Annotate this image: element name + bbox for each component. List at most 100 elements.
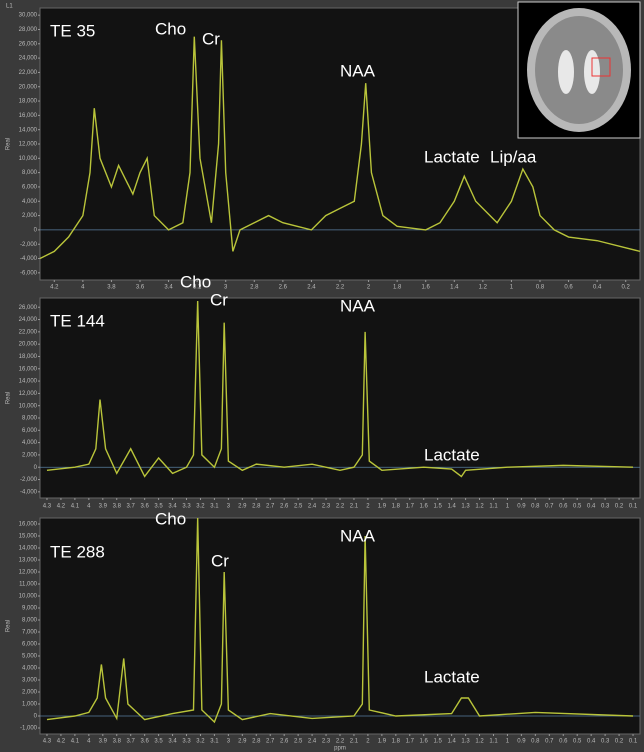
y-tick-label: 14,000	[19, 127, 38, 133]
y-tick-label: 28,000	[19, 27, 38, 33]
x-tick-label: 2.5	[294, 504, 303, 510]
peak-label: Cho	[155, 19, 186, 38]
y-tick-label: 2,000	[22, 213, 38, 219]
y-tick-label: 6,000	[22, 428, 38, 434]
y-tick-label: -4,000	[20, 256, 38, 262]
x-tick-label: 2.1	[350, 504, 359, 510]
x-tick-label: 3.1	[210, 739, 219, 745]
y-tick-label: 20,000	[19, 342, 38, 348]
peak-label: Cho	[180, 272, 211, 291]
x-tick-label: 2.7	[266, 504, 275, 510]
x-tick-label: 1.2	[475, 504, 484, 510]
x-tick-label: 3.4	[168, 739, 177, 745]
y-tick-label: 13,000	[19, 558, 38, 564]
x-tick-label: 0.8	[536, 285, 545, 291]
x-tick-label: 3.7	[127, 739, 136, 745]
y-tick-label: 30,000	[19, 13, 38, 19]
y-tick-label: 22,000	[19, 70, 38, 76]
x-tick-label: 1.2	[475, 739, 484, 745]
x-tick-label: 3.3	[182, 739, 191, 745]
y-tick-label: 9,000	[22, 606, 38, 612]
x-tick-label: 0.4	[587, 504, 596, 510]
x-tick-label: 2.1	[350, 739, 359, 745]
x-tick-label: 2.8	[252, 504, 261, 510]
x-tick-label: 0.1	[629, 504, 638, 510]
panel-label: TE 35	[50, 21, 95, 40]
peak-label: Lactate	[424, 667, 480, 686]
y-tick-label: 18,000	[19, 99, 38, 105]
y-tick-label: 12,000	[19, 142, 38, 148]
y-tick-label: 14,000	[19, 379, 38, 385]
x-tick-label: 0.3	[601, 504, 610, 510]
x-tick-label: 0.4	[593, 285, 602, 291]
y-tick-label: 11,000	[19, 582, 38, 588]
x-tick-label: 3.8	[107, 285, 116, 291]
x-tick-label: 2.8	[250, 285, 259, 291]
x-tick-label: 4.2	[57, 504, 66, 510]
y-tick-label: 26,000	[19, 305, 38, 311]
peak-label: Lip/aa	[490, 147, 537, 166]
y-tick-label: 24,000	[19, 56, 38, 62]
x-tick-label: 1.6	[420, 504, 429, 510]
plot-area	[40, 298, 640, 498]
y-tick-label: 10,000	[19, 156, 38, 162]
y-axis-label: Real	[6, 620, 12, 632]
x-tick-label: 2.2	[336, 285, 345, 291]
x-tick-label: 1.2	[479, 285, 488, 291]
peak-label: NAA	[340, 296, 376, 315]
y-tick-label: -4,000	[20, 489, 38, 495]
peak-label: Cr	[210, 290, 228, 309]
x-tick-label: 1.3	[461, 504, 470, 510]
y-tick-label: -1,000	[20, 726, 38, 732]
x-tick-label: 3.7	[127, 504, 136, 510]
x-tick-label: 1.4	[450, 285, 459, 291]
peak-label: Lactate	[424, 147, 480, 166]
x-tick-label: 1.5	[434, 504, 443, 510]
x-tick-label: 1.8	[392, 504, 401, 510]
x-axis-label: ppm	[334, 746, 346, 752]
x-tick-label: 1.8	[392, 739, 401, 745]
x-tick-label: 3.6	[140, 739, 149, 745]
x-tick-label: 0.5	[573, 739, 582, 745]
x-tick-label: 2.3	[322, 504, 331, 510]
x-tick-label: 3.2	[196, 504, 205, 510]
x-tick-label: 1.3	[461, 739, 470, 745]
x-tick-label: 1.7	[406, 739, 415, 745]
peak-label: Lactate	[424, 445, 480, 464]
ventricle-left	[558, 50, 574, 94]
x-tick-label: 0.9	[517, 504, 526, 510]
x-tick-label: 1.1	[489, 739, 498, 745]
y-tick-label: 4,000	[22, 440, 38, 446]
x-tick-label: 2.2	[336, 504, 345, 510]
y-tick-label: 10,000	[19, 594, 38, 600]
x-tick-label: 3.9	[99, 504, 108, 510]
x-tick-label: 4.1	[71, 504, 80, 510]
x-tick-label: 1.9	[378, 504, 387, 510]
x-tick-label: 4.3	[43, 504, 52, 510]
x-tick-label: 2.6	[280, 504, 289, 510]
y-tick-label: 2,000	[22, 690, 38, 696]
y-tick-label: 24,000	[19, 317, 38, 323]
y-tick-label: 4,000	[22, 199, 38, 205]
x-tick-label: 2.2	[336, 739, 345, 745]
y-tick-label: 15,000	[19, 534, 38, 540]
y-tick-label: 2,000	[22, 453, 38, 459]
y-tick-label: 4,000	[22, 666, 38, 672]
x-tick-label: 1.4	[447, 504, 456, 510]
x-tick-label: 2.4	[308, 504, 317, 510]
x-tick-label: 4.2	[57, 739, 66, 745]
peak-label: NAA	[340, 61, 376, 80]
x-tick-label: 2.9	[238, 504, 247, 510]
y-tick-label: 10,000	[19, 403, 38, 409]
y-tick-label: 12,000	[19, 570, 38, 576]
x-tick-label: 0.7	[545, 739, 554, 745]
x-tick-label: 0.8	[531, 504, 540, 510]
y-tick-label: 8,000	[22, 618, 38, 624]
peak-label: Cho	[155, 509, 186, 528]
x-tick-label: 1.1	[489, 504, 498, 510]
x-tick-label: 0.6	[559, 504, 568, 510]
y-tick-label: 12,000	[19, 391, 38, 397]
x-tick-label: 4.2	[50, 285, 59, 291]
x-tick-label: 0.3	[601, 739, 610, 745]
peak-label: NAA	[340, 526, 376, 545]
